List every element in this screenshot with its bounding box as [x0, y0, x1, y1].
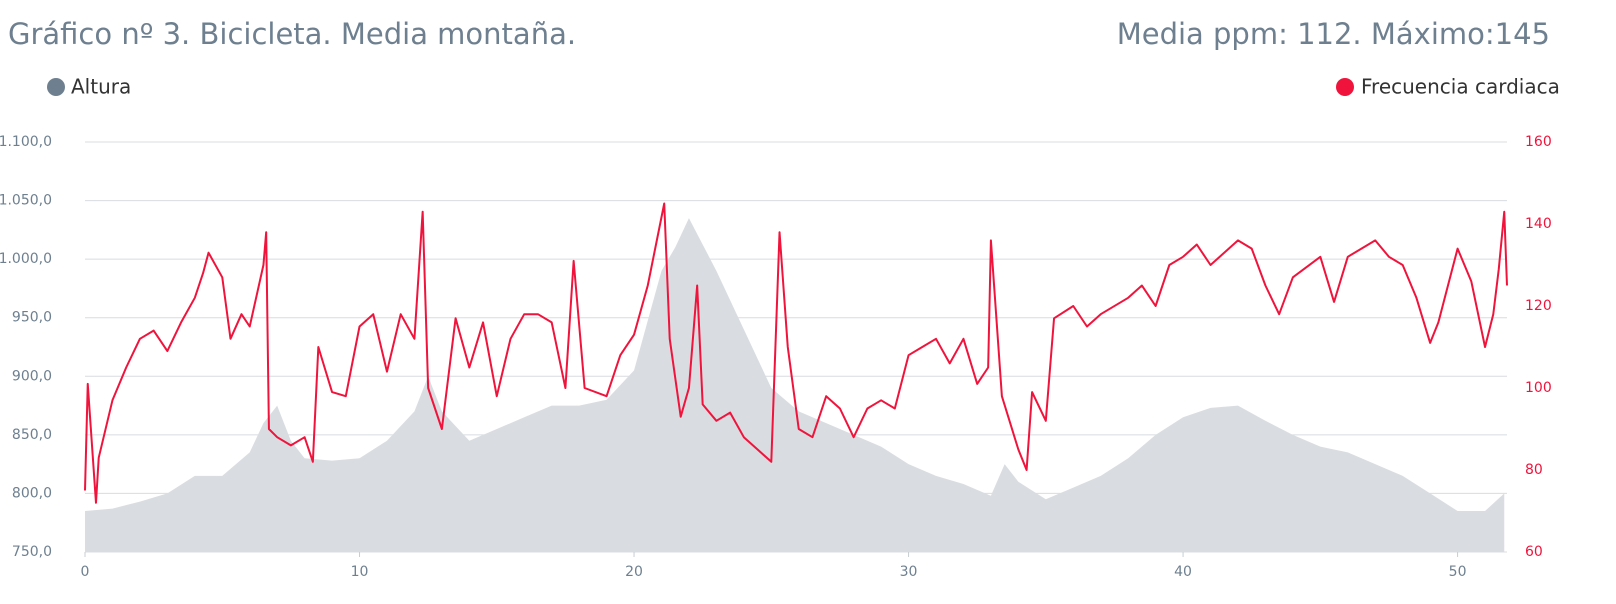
- chart-title: Gráfico nº 3. Bicicleta. Media montaña.: [8, 17, 576, 51]
- x-tick-label: 10: [351, 564, 369, 580]
- heart-rate-line: [84, 202, 1508, 504]
- altitude-area: [85, 218, 1505, 552]
- y2-tick-label: 160: [1525, 134, 1552, 150]
- x-tick-label: 30: [900, 564, 918, 580]
- y-tick-label: 1.000,0: [0, 251, 52, 267]
- y2-tick-label: 140: [1525, 216, 1552, 232]
- y-tick-label: 900,0: [12, 368, 52, 384]
- legend-marker: [1336, 78, 1354, 96]
- x-tick-label: 40: [1174, 564, 1192, 580]
- x-tick-label: 20: [625, 564, 643, 580]
- y-tick-label: 1.050,0: [0, 193, 52, 209]
- y2-tick-label: 120: [1525, 298, 1552, 314]
- y2-tick-label: 80: [1525, 462, 1543, 478]
- y2-tick-label: 100: [1525, 380, 1552, 396]
- x-tick-label: 0: [81, 564, 90, 580]
- legend-marker: [47, 78, 65, 96]
- y-tick-label: 950,0: [12, 310, 52, 326]
- y-tick-label: 1.100,0: [0, 134, 52, 150]
- legend-label: Altura: [71, 75, 131, 99]
- x-tick-label: 50: [1449, 564, 1467, 580]
- y-tick-label: 750,0: [12, 544, 52, 560]
- legend-label: Frecuencia cardiaca: [1361, 75, 1560, 99]
- chart-subtitle: Media ppm: 112. Máximo:145: [1117, 17, 1550, 51]
- y-tick-label: 850,0: [12, 427, 52, 443]
- y2-tick-label: 60: [1525, 544, 1543, 560]
- y-tick-label: 800,0: [12, 485, 52, 501]
